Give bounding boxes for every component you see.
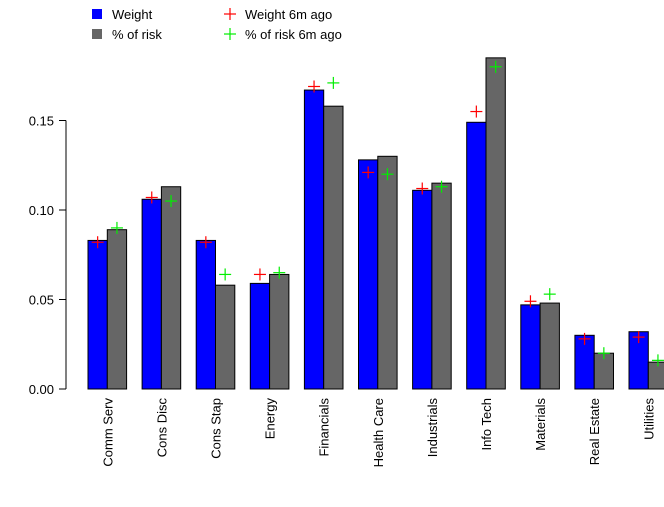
legend-swatch xyxy=(92,9,102,19)
x-tick-label: Health Care xyxy=(371,398,386,467)
bar-risk xyxy=(485,57,506,390)
legend-item: Weight xyxy=(92,7,153,22)
y-tick-label: 0.05 xyxy=(29,293,54,308)
bar-risk xyxy=(539,302,560,390)
x-tick-label: Cons Stap xyxy=(209,398,224,459)
bar-weight xyxy=(195,239,216,390)
x-tick-label: Energy xyxy=(263,398,278,440)
legend-marker xyxy=(224,8,236,20)
bar-weight xyxy=(87,239,108,390)
marker-risk-6m-ago xyxy=(435,180,448,193)
x-tick-label: Cons Disc xyxy=(154,398,169,458)
marker-risk-6m-ago xyxy=(273,266,286,279)
plot-area xyxy=(87,57,664,390)
bar-risk xyxy=(647,361,664,390)
marker-weight-6m-ago xyxy=(308,80,321,93)
marker-weight-6m-ago xyxy=(470,105,483,118)
bar-risk xyxy=(431,182,452,390)
legend-label: Weight 6m ago xyxy=(245,7,332,22)
bar-weight xyxy=(249,282,271,390)
legend-swatch xyxy=(92,29,102,39)
bar-risk xyxy=(269,273,290,390)
bar-weight xyxy=(141,198,162,390)
bar-weight xyxy=(520,304,541,390)
legend-marker xyxy=(224,28,236,40)
bar-weight xyxy=(358,159,379,390)
legend-item: % of risk 6m ago xyxy=(224,27,342,42)
bar-risk xyxy=(323,105,344,390)
bar-risk xyxy=(215,284,236,390)
bar-risk xyxy=(106,229,128,390)
y-tick-label: 0.00 xyxy=(29,382,54,397)
marker-weight-6m-ago xyxy=(145,191,158,204)
marker-risk-6m-ago xyxy=(219,268,232,281)
y-tick-label: 0.10 xyxy=(29,203,54,218)
marker-risk-6m-ago xyxy=(597,347,610,360)
x-axis-labels: Comm Serv Cons Disc Cons Stap Energy Financi… xyxy=(100,398,656,468)
marker-weight-6m-ago xyxy=(253,268,266,281)
marker-weight-6m-ago xyxy=(416,182,429,195)
bar-weight xyxy=(412,189,433,390)
x-tick-label: Utilities xyxy=(641,398,656,440)
y-axis: 0.00 0.05 0.10 0.15 xyxy=(29,114,67,397)
x-tick-label: Info Tech xyxy=(479,398,494,451)
bar-weight xyxy=(466,121,487,390)
legend-item: % of risk xyxy=(92,27,162,42)
marker-weight-6m-ago xyxy=(632,331,645,344)
legend-item: Weight 6m ago xyxy=(224,7,332,22)
marker-risk-6m-ago xyxy=(110,221,123,234)
marker-weight-6m-ago xyxy=(578,332,591,345)
legend: Weight % of risk Weight 6m ago % of risk 6m… xyxy=(92,7,342,42)
marker-weight-6m-ago xyxy=(199,236,212,249)
marker-weight-6m-ago xyxy=(362,166,375,179)
bar-weight xyxy=(303,89,325,390)
marker-risk-6m-ago xyxy=(381,168,394,181)
x-tick-label: Industrials xyxy=(425,398,440,458)
legend-label: % of risk xyxy=(112,27,162,42)
marker-risk-6m-ago xyxy=(489,60,502,73)
legend-label: % of risk 6m ago xyxy=(245,27,342,42)
bar-risk xyxy=(377,155,398,390)
marker-weight-6m-ago xyxy=(524,295,537,308)
marker-risk-6m-ago xyxy=(165,195,178,208)
x-tick-label: Comm Serv xyxy=(100,398,115,467)
y-tick-label: 0.15 xyxy=(29,114,54,129)
bar-risk xyxy=(160,186,182,390)
x-tick-label: Financials xyxy=(317,398,332,457)
x-tick-label: Materials xyxy=(533,398,548,451)
marker-risk-6m-ago xyxy=(543,288,556,301)
legend-label: Weight xyxy=(112,7,153,22)
marker-risk-6m-ago xyxy=(651,354,664,367)
x-tick-label: Real Estate xyxy=(587,398,602,465)
marker-weight-6m-ago xyxy=(91,236,104,249)
marker-risk-6m-ago xyxy=(327,76,340,89)
